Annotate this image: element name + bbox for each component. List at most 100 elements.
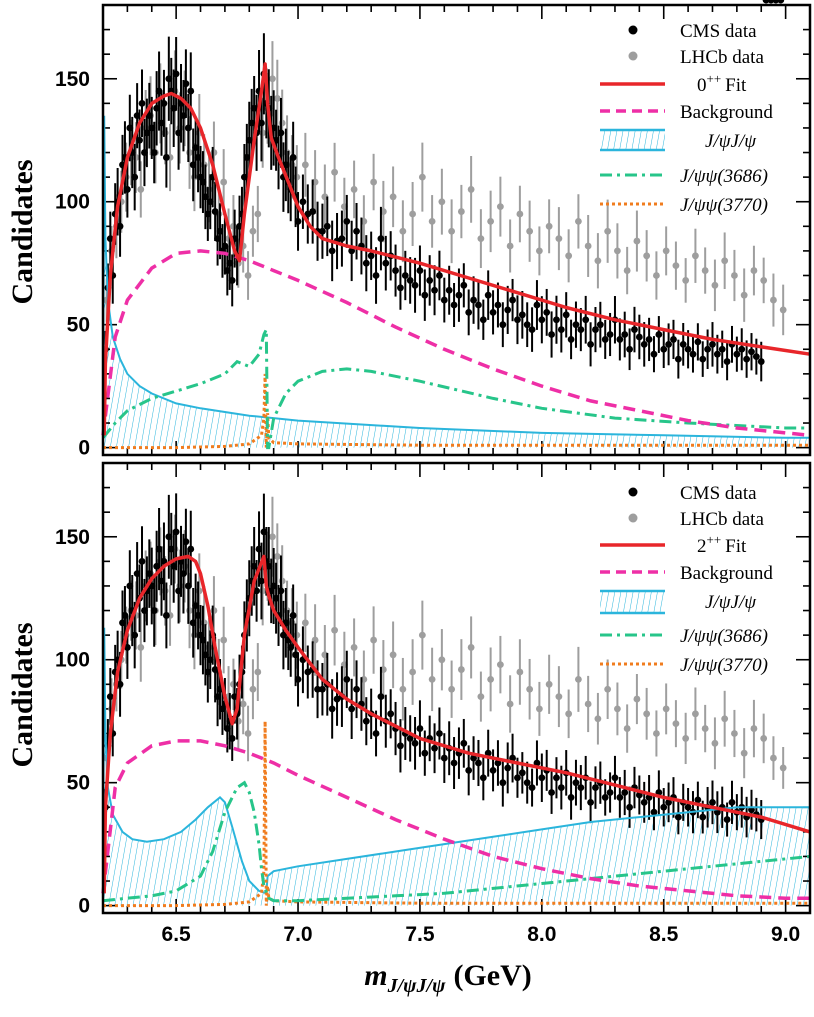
- cms-data-point: [136, 136, 143, 144]
- cms-data-point: [679, 340, 687, 348]
- legend-fit-word: Fit: [725, 536, 747, 557]
- lhcb-data-point: [278, 119, 286, 127]
- cms-data-point: [626, 345, 633, 353]
- y-tick-label: 0: [78, 437, 90, 460]
- cms-data-point: [455, 291, 463, 299]
- lhcb-data-point: [516, 210, 524, 218]
- lhcb-data-point: [516, 668, 524, 676]
- lhcb-data-point: [239, 700, 247, 708]
- lhcb-data-point: [438, 198, 446, 206]
- x-axis-title-subscript: J/ψJ/ψ: [387, 975, 446, 997]
- cms-data-point: [150, 149, 158, 156]
- lhcb-data-point: [278, 577, 286, 585]
- cms-data-point: [465, 766, 473, 774]
- cms-data-point: [601, 794, 609, 801]
- cms-data-point: [377, 693, 385, 701]
- lhcb-data-point: [662, 705, 670, 713]
- cms-data-point: [348, 247, 356, 255]
- cms-data-point: [509, 296, 516, 304]
- lhcb-data-point: [137, 186, 145, 193]
- x-tick-label: 8.0: [527, 923, 556, 946]
- lhcb-data-point: [496, 661, 504, 669]
- legend-fit-label-two: 2: [697, 536, 707, 557]
- cms-data-point: [655, 331, 663, 338]
- cms-data-point: [479, 774, 487, 782]
- legend-fit-word: Fit: [725, 75, 747, 96]
- lhcb-data-point: [653, 272, 660, 279]
- legend-lhcb-label: LHCb data: [680, 47, 764, 68]
- y-tick-label: 50: [67, 314, 90, 337]
- cms-data-point: [343, 675, 351, 683]
- lhcb-data-point: [623, 725, 631, 732]
- cms-data-point: [694, 338, 702, 346]
- legend-psi3686-label: J/ψψ(3686): [680, 626, 768, 647]
- y-tick-label: 150: [55, 68, 90, 91]
- cms-data-point: [713, 350, 721, 358]
- lhcb-data-point: [740, 291, 748, 299]
- cms-data-point: [484, 291, 492, 299]
- cms-data-point: [660, 803, 668, 811]
- cms-data-point: [338, 235, 346, 243]
- jpsijpsi-curve: [102, 115, 810, 448]
- cms-data-point: [699, 355, 707, 363]
- cms-data-point: [470, 296, 477, 304]
- lhcb-data-point: [418, 631, 426, 639]
- cms-data-point: [499, 779, 507, 787]
- x-tick-label: 8.5: [649, 923, 679, 946]
- cms-data-point: [182, 538, 190, 546]
- cms-data-point: [665, 798, 672, 806]
- legend-jpsijpsi-box: [600, 130, 665, 150]
- cms-data-point: [465, 308, 473, 316]
- lhcb-data-point: [770, 754, 777, 762]
- lhcb-data-point: [301, 619, 309, 627]
- legend-cms-marker: [628, 25, 638, 35]
- cms-data-point: [362, 717, 370, 725]
- lhcb-data-point: [195, 587, 203, 595]
- legend-fit-superscript: ++: [707, 532, 722, 547]
- lhcb-data-point: [594, 257, 602, 265]
- cms-data-point: [484, 749, 492, 757]
- lhcb-data-point: [389, 193, 397, 201]
- cms-data-point: [150, 607, 158, 614]
- lhcb-data-point: [269, 75, 276, 83]
- x-tick-label: 7.0: [283, 923, 312, 946]
- lhcb-data-point: [467, 644, 475, 651]
- cms-data-point: [631, 326, 638, 333]
- lhcb-data-point: [249, 227, 257, 235]
- cms-data-point: [470, 754, 477, 762]
- lhcb-data-point: [350, 186, 358, 193]
- y-axis-title-top: Candidates: [6, 159, 39, 304]
- legend-lhcb-marker: [628, 51, 638, 61]
- cms-data-point: [182, 80, 190, 88]
- cms-data-point: [421, 291, 429, 299]
- cms-data-point: [431, 744, 438, 752]
- lhcb-data-point: [643, 252, 651, 260]
- cms-data-point: [289, 612, 297, 619]
- lhcb-data-point: [701, 725, 709, 732]
- fit-curves-bottom: [101, 554, 811, 908]
- cms-data-point: [421, 749, 429, 757]
- cms-data-point: [548, 331, 555, 338]
- cms-data-point: [187, 545, 195, 553]
- lhcb-data-point: [604, 227, 612, 235]
- cms-data-point: [138, 99, 146, 107]
- lhcb-data-point: [457, 666, 465, 673]
- cms-data-point: [406, 277, 414, 284]
- cms-data-point: [277, 587, 285, 595]
- lhcb-data-point: [283, 607, 291, 614]
- cms-data-point: [514, 316, 521, 324]
- cms-data-point: [709, 798, 716, 806]
- fit-curve: [102, 554, 811, 894]
- legend-jpsijpsi-box: [600, 591, 665, 613]
- cms-data-point: [348, 705, 356, 713]
- legend-fit-superscript: ++: [707, 71, 722, 86]
- cms-data-point: [411, 281, 419, 289]
- lhcb-data-point: [779, 764, 787, 772]
- legend-jpsijpsi-label: J/ψJ/ψ: [705, 592, 757, 613]
- lhcb-data-point: [288, 619, 296, 627]
- cms-data-point: [504, 306, 512, 314]
- lhcb-data-point: [565, 252, 573, 260]
- cms-data-point: [606, 789, 614, 796]
- cms-data-point: [621, 331, 629, 338]
- y-tick-label: 150: [55, 526, 90, 549]
